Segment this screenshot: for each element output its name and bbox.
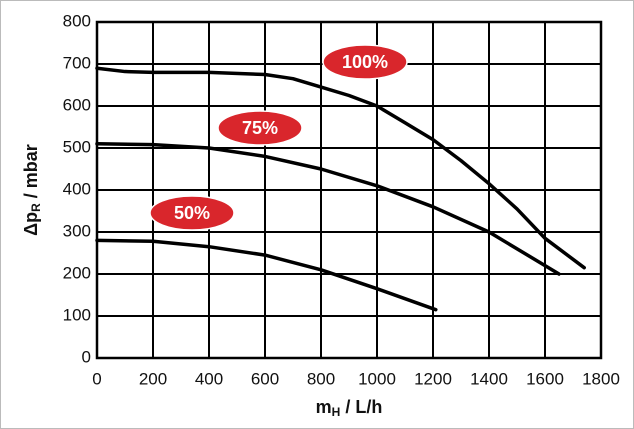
series-badge [322,44,408,80]
x-tick-label: 1600 [526,369,564,388]
x-axis-label-sub: H [332,405,341,419]
series-badge [217,110,303,146]
y-tick-label: 0 [82,347,91,366]
y-tick-label: 500 [63,137,91,156]
x-tick-label: 1200 [414,369,452,388]
x-tick-label: 1400 [470,369,508,388]
series-line [95,238,438,312]
x-tick-label: 400 [195,369,223,388]
x-tick-label: 200 [139,369,167,388]
y-axis-label-part: Δp [21,212,41,236]
plot-frame [95,20,603,360]
series-label: 100% [342,52,388,72]
x-tick-label: 600 [251,369,279,388]
x-tick-label: 1000 [358,369,396,388]
y-tick-label: 200 [63,263,91,282]
series-line [95,142,561,276]
x-axis-label: mH / L/h [316,397,383,419]
series-line [95,66,586,270]
y-tick-label: 300 [63,221,91,240]
x-tick-label: 800 [307,369,335,388]
x-tick-label: 0 [92,369,101,388]
y-tick-label: 700 [63,53,91,72]
y-axis-label-sub: R [29,203,43,212]
series-label: 75% [242,118,278,138]
y-axis-label-part: / mbar [21,144,41,203]
y-axis-label: ΔpR / mbar [21,144,43,236]
y-tick-label: 400 [63,179,91,198]
series-badge [149,195,235,231]
series-label: 50% [174,203,210,223]
y-tick-label: 100 [63,305,91,324]
x-axis-label-part: m [316,397,332,417]
x-tick-label: 1800 [582,369,620,388]
x-axis-label-part: / L/h [340,397,382,417]
y-tick-label: 600 [63,95,91,114]
y-tick-label: 800 [63,11,91,30]
